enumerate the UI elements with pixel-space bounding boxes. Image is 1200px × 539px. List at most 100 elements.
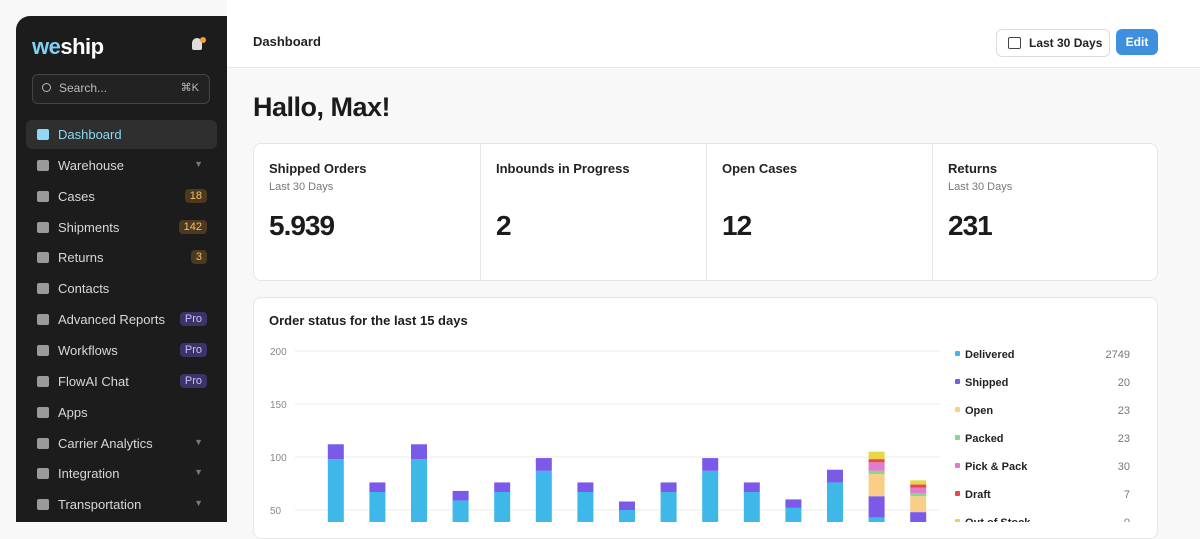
logo: weship bbox=[32, 34, 104, 60]
bar-segment bbox=[868, 462, 885, 471]
card-value: 12 bbox=[722, 210, 752, 241]
nav-icon bbox=[37, 437, 49, 449]
card-subtitle: Last 30 Days bbox=[948, 181, 1013, 193]
card-value: 2 bbox=[496, 210, 512, 241]
legend-total: 7 bbox=[1124, 489, 1130, 501]
bar-segment bbox=[535, 470, 552, 522]
legend-total: 30 bbox=[1118, 461, 1130, 473]
legend-swatch bbox=[955, 463, 960, 468]
bar-segment bbox=[910, 496, 927, 513]
bar-segment bbox=[910, 484, 927, 488]
bar-segment bbox=[868, 473, 885, 497]
bar-segment bbox=[411, 459, 427, 522]
bar-segment bbox=[452, 490, 469, 501]
card-title: Shipped Orders bbox=[269, 161, 367, 176]
nav-label: Apps bbox=[58, 404, 88, 420]
nav-icon bbox=[37, 159, 49, 171]
nav-item[interactable]: Apps bbox=[26, 398, 217, 427]
nav-label: Advanced Reports bbox=[58, 312, 165, 328]
search-placeholder: Search... bbox=[59, 81, 108, 95]
nav-icon bbox=[37, 468, 49, 480]
bell-icon[interactable] bbox=[192, 38, 202, 50]
nav-label: Contacts bbox=[58, 281, 110, 297]
nav-item[interactable]: FlowAI Chat Pro bbox=[26, 367, 217, 396]
nav-icon bbox=[37, 129, 49, 140]
legend-label: Draft bbox=[965, 489, 991, 501]
bar-segment bbox=[868, 496, 885, 518]
legend-label: Out of Stock bbox=[965, 517, 1031, 522]
legend-label: Pick & Pack bbox=[965, 461, 1028, 473]
bar-segment bbox=[577, 482, 594, 492]
expand-arrow: ▼ bbox=[194, 436, 203, 447]
date-button[interactable]: Last 30 Days bbox=[996, 29, 1110, 57]
search-box[interactable]: Search... ⌘K bbox=[32, 74, 210, 104]
card-title: Returns bbox=[948, 161, 998, 176]
card-subtitle: Last 30 Days bbox=[269, 181, 334, 193]
nav-icon bbox=[37, 252, 49, 264]
nav-item[interactable]: Shipments 142 bbox=[26, 213, 217, 242]
bar-segment bbox=[411, 444, 427, 460]
stat-card: Inbounds in Progress 2 bbox=[480, 144, 707, 280]
nav-icon bbox=[37, 283, 49, 295]
nav-item[interactable]: Transportation ▼ bbox=[26, 490, 217, 519]
chart: Order status for the last 15 days 50 100 1… bbox=[269, 313, 1130, 522]
y-tick-label: 200 bbox=[270, 347, 287, 358]
bar-segment bbox=[452, 500, 469, 522]
notification-dot bbox=[200, 37, 206, 43]
calendar-icon bbox=[1008, 37, 1021, 49]
legend-total: 20 bbox=[1118, 377, 1130, 389]
nav-item[interactable]: Cases 18 bbox=[26, 182, 217, 211]
legend-total: 0 bbox=[1124, 517, 1130, 522]
nav-icon bbox=[37, 190, 49, 202]
nav-item[interactable]: Integration ▼ bbox=[26, 459, 217, 488]
bar-segment bbox=[743, 491, 760, 522]
legend-label: Packed bbox=[965, 433, 1004, 445]
nav-badge: Pro bbox=[179, 373, 207, 388]
legend-label: Shipped bbox=[965, 377, 1008, 389]
bar-segment bbox=[910, 487, 927, 494]
page-title: Dashboard bbox=[253, 34, 321, 49]
bar-segment bbox=[702, 470, 719, 522]
nav-label: Integration bbox=[58, 466, 120, 482]
nav-label: FlowAI Chat bbox=[58, 373, 129, 389]
sidebar: weship Search... ⌘K Dashboard Warehouse ▼ C… bbox=[16, 16, 227, 522]
chart-title: Order status for the last 15 days bbox=[269, 313, 468, 328]
nav-item[interactable]: Workflows Pro bbox=[26, 336, 217, 365]
nav-label: Workflows bbox=[58, 342, 118, 358]
nav-item[interactable]: Returns 3 bbox=[26, 243, 217, 272]
nav-badge: Pro bbox=[179, 342, 207, 357]
bar-segment bbox=[327, 459, 344, 522]
nav-icon bbox=[37, 344, 49, 356]
nav-item[interactable]: Advanced Reports Pro bbox=[26, 305, 217, 334]
nav-item[interactable]: Carrier Analytics ▼ bbox=[26, 429, 217, 458]
edit-button[interactable]: Edit bbox=[1116, 29, 1158, 55]
bar-segment bbox=[827, 482, 843, 522]
legend-swatch bbox=[955, 407, 960, 412]
nav-label: Shipments bbox=[58, 219, 120, 235]
bar-segment bbox=[619, 510, 635, 522]
bar-segment bbox=[369, 491, 386, 522]
nav-item[interactable]: Contacts bbox=[26, 274, 217, 303]
nav-item[interactable]: Warehouse ▼ bbox=[26, 151, 217, 180]
bar-segment bbox=[785, 507, 802, 522]
legend-swatch bbox=[955, 491, 960, 496]
date-label: Last 30 Days bbox=[1029, 36, 1103, 50]
bar-segment bbox=[369, 482, 386, 492]
nav-icon bbox=[37, 314, 49, 326]
bar-segment bbox=[868, 451, 885, 460]
bar-segment bbox=[702, 458, 719, 471]
expand-arrow: ▼ bbox=[194, 498, 203, 509]
bar-segment bbox=[868, 459, 885, 463]
bar-segment bbox=[910, 512, 927, 522]
legend-total: 23 bbox=[1118, 405, 1130, 417]
legend-total: 2749 bbox=[1106, 349, 1130, 361]
card-value: 231 bbox=[948, 210, 993, 241]
nav-item[interactable]: Dashboard bbox=[26, 120, 217, 149]
nav-label: Carrier Analytics bbox=[58, 435, 153, 451]
legend-label: Open bbox=[965, 405, 993, 417]
card-title: Inbounds in Progress bbox=[496, 161, 630, 176]
legend-swatch bbox=[955, 435, 960, 440]
bar-segment bbox=[327, 444, 344, 460]
greeting: Hallo, Max! bbox=[253, 92, 391, 122]
logo-part: we bbox=[32, 34, 61, 59]
